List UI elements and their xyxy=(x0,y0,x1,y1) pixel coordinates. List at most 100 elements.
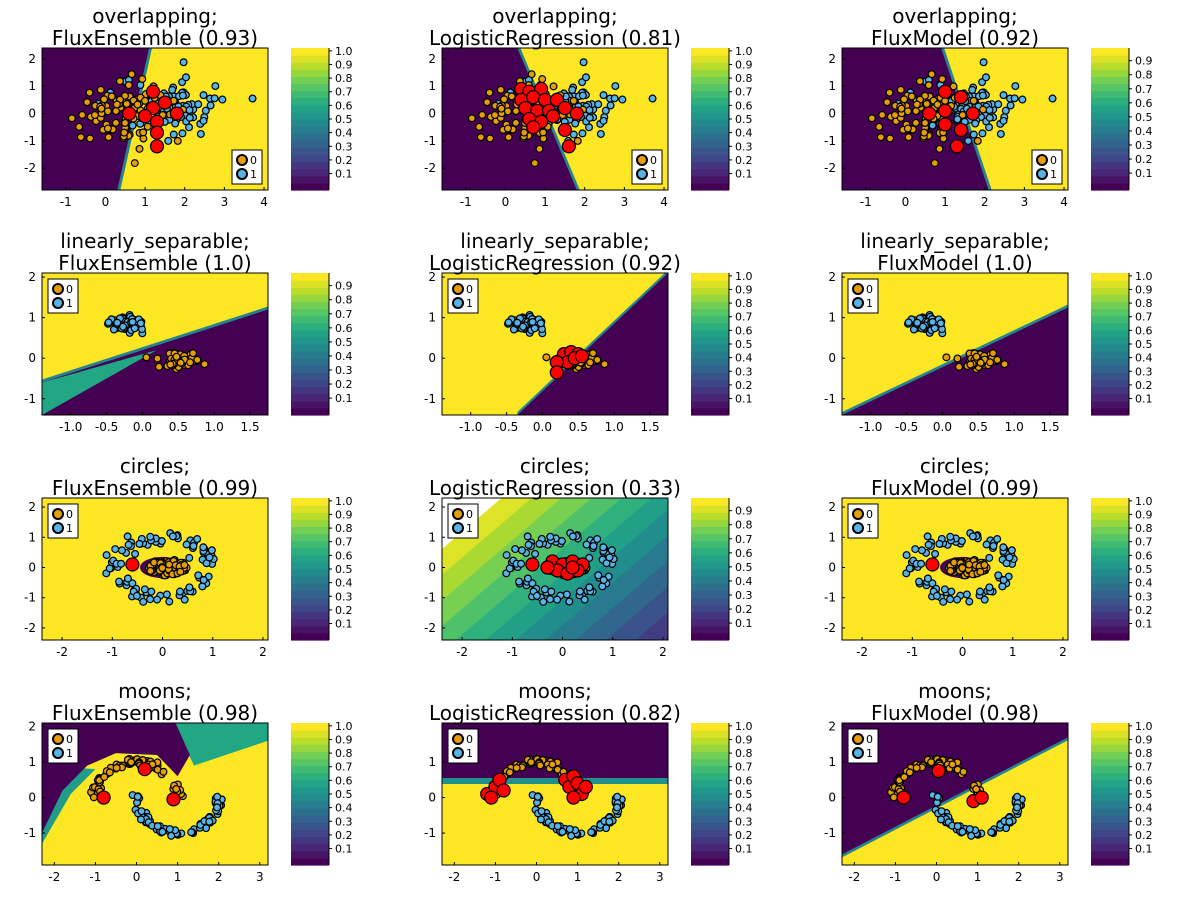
point-class0 xyxy=(903,107,912,116)
point-class1 xyxy=(969,130,978,139)
point-class1 xyxy=(607,546,616,555)
colorbar-segment xyxy=(1091,843,1129,852)
region-class0 xyxy=(517,273,668,415)
colorbar-segment xyxy=(291,526,329,535)
point-class1 xyxy=(165,825,174,834)
point-highlight xyxy=(166,792,181,807)
colorbar-tick-label: 0.8 xyxy=(335,294,353,307)
legend-marker-0 xyxy=(452,733,464,745)
colorbar-segment xyxy=(1091,273,1129,281)
point-class1 xyxy=(546,595,555,604)
colorbar-tick-label: 0.4 xyxy=(735,575,753,588)
colorbar-segment xyxy=(1091,744,1129,752)
colorbar-segment xyxy=(691,604,729,613)
colorbar-tick-label: 0.8 xyxy=(735,519,753,532)
colorbar-tick-label: 0.1 xyxy=(1135,843,1153,856)
point-class0 xyxy=(507,92,516,101)
point-class1 xyxy=(179,58,188,67)
colorbar-tick-label: 0.4 xyxy=(735,127,753,140)
plot-area xyxy=(442,48,668,190)
panel-title-line1: overlapping; xyxy=(892,4,1017,28)
colorbar-segment xyxy=(1091,175,1129,184)
point-class0 xyxy=(949,82,958,91)
colorbar-segment xyxy=(691,590,729,598)
point-class1 xyxy=(937,807,946,816)
point-class1 xyxy=(553,595,562,604)
colorbar-segment xyxy=(1091,554,1129,563)
colorbar-segment xyxy=(291,786,329,795)
point-class0 xyxy=(912,100,921,109)
point-class1 xyxy=(123,532,132,541)
point-class0 xyxy=(900,772,909,781)
colorbar-tick-label: 1.0 xyxy=(735,720,753,733)
colorbar-segment xyxy=(291,618,329,627)
x-tick-label: 0.5 xyxy=(969,420,988,434)
colorbar-tick-label: 0.4 xyxy=(1135,125,1153,138)
colorbar-segment xyxy=(1091,407,1129,416)
colorbar-segment xyxy=(291,48,329,56)
colorbar-segment xyxy=(1091,604,1129,613)
colorbar-tick-label: 0.7 xyxy=(735,311,753,324)
x-tick-label: 2 xyxy=(1015,870,1023,884)
point-class1 xyxy=(113,318,122,327)
legend-marker-0 xyxy=(1036,154,1048,166)
point-class0 xyxy=(158,564,167,573)
plot-area xyxy=(842,723,1068,865)
point-class1 xyxy=(205,553,214,562)
legend-marker-1 xyxy=(452,522,464,534)
legend: 01 xyxy=(47,503,79,539)
point-class1 xyxy=(540,585,549,594)
panel-title-line1: linearly_separable; xyxy=(460,229,649,253)
colorbar-segment xyxy=(1091,723,1129,731)
colorbar-segment xyxy=(691,90,729,99)
colorbar-segment xyxy=(691,315,729,324)
x-tick-label: 3 xyxy=(256,870,264,884)
colorbar-segment xyxy=(291,322,329,331)
colorbar-tick-label: 0.3 xyxy=(735,815,753,828)
point-class1 xyxy=(965,597,974,606)
plot-frame xyxy=(841,497,1069,641)
point-class0 xyxy=(83,98,92,107)
colorbar-tick-label: 0.2 xyxy=(735,603,753,616)
point-highlight xyxy=(574,349,590,364)
point-class0 xyxy=(166,360,175,369)
legend-marker-1 xyxy=(52,522,64,534)
point-class1 xyxy=(598,582,607,591)
x-tick-label: 1 xyxy=(141,195,149,209)
point-highlight xyxy=(922,106,937,121)
colorbar-tick-label: 0.7 xyxy=(335,761,353,774)
point-class1 xyxy=(165,597,174,606)
colorbar-segment xyxy=(291,386,329,395)
x-tick-label: 1 xyxy=(541,195,549,209)
colorbar-tick-label: 0.5 xyxy=(335,113,353,126)
point-class0 xyxy=(76,133,85,142)
colorbar-segment xyxy=(1091,547,1129,556)
point-class1 xyxy=(1048,94,1057,103)
point-class0 xyxy=(115,77,124,86)
legend-marker-1 xyxy=(52,747,64,759)
point-class0 xyxy=(948,760,957,769)
colorbar-segment xyxy=(1091,69,1129,77)
point-class1 xyxy=(171,119,180,128)
point-class1 xyxy=(905,564,914,573)
point-class1 xyxy=(218,95,227,104)
colorbar-segment xyxy=(291,111,329,120)
point-class1 xyxy=(599,576,608,585)
legend-label-0: 0 xyxy=(466,733,473,746)
colorbar-segment xyxy=(691,140,729,148)
legend-marker-1 xyxy=(852,522,864,534)
point-class0 xyxy=(972,352,981,361)
y-tick-label: -1 xyxy=(424,134,436,148)
colorbar-segment xyxy=(291,505,329,513)
colorbar-segment xyxy=(691,758,729,767)
point-class1 xyxy=(919,322,928,331)
colorbar-tick-label: 0.9 xyxy=(735,58,753,71)
point-class0 xyxy=(896,85,905,94)
point-class0 xyxy=(121,118,130,127)
colorbar-tick-label: 0.5 xyxy=(735,788,753,801)
colorbar-segment xyxy=(291,836,329,845)
point-class1 xyxy=(593,535,602,544)
point-class0 xyxy=(100,772,109,781)
